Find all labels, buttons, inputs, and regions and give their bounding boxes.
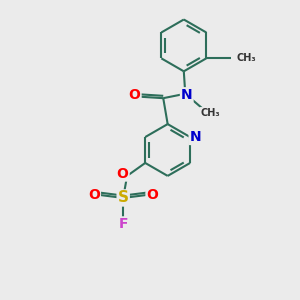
Text: O: O (117, 167, 129, 181)
Text: N: N (190, 130, 201, 144)
Text: N: N (181, 88, 193, 102)
Text: CH₃: CH₃ (200, 108, 220, 118)
Text: S: S (118, 190, 129, 206)
Text: CH₃: CH₃ (236, 53, 256, 63)
Text: F: F (118, 218, 128, 231)
Text: O: O (88, 188, 100, 202)
Text: O: O (146, 188, 158, 202)
Text: O: O (129, 88, 141, 102)
